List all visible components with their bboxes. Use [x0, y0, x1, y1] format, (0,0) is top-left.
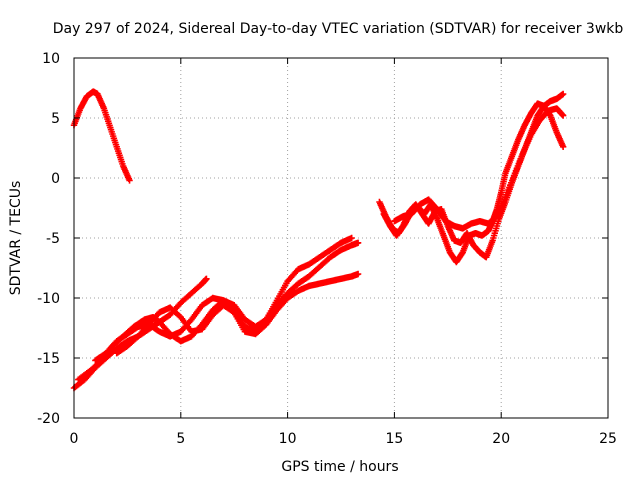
data-point-marker — [354, 270, 362, 278]
data-point-marker — [559, 112, 567, 119]
x-tick-label: 15 — [385, 431, 403, 447]
y-tick-label: 10 — [42, 51, 60, 67]
x-axis-label: GPS time / hours — [281, 459, 398, 475]
x-tick-label: 0 — [70, 431, 79, 447]
y-tick-label: -10 — [37, 291, 60, 307]
y-axis-label: SDTVAR / TECUs — [8, 181, 24, 296]
x-tick-label: 20 — [492, 431, 510, 447]
x-tick-label: 25 — [599, 431, 617, 447]
grid-layer — [74, 58, 608, 418]
data-point-marker — [348, 234, 355, 242]
chart-title: Day 297 of 2024, Sidereal Day-to-day VTE… — [53, 21, 624, 37]
data-point-marker — [126, 177, 133, 184]
data-series — [391, 105, 567, 232]
y-tick-label: 5 — [51, 111, 60, 127]
data-series — [70, 88, 133, 184]
data-point-marker — [559, 143, 567, 150]
data-point-marker — [559, 90, 567, 98]
x-tick-label: 5 — [176, 431, 185, 447]
y-tick-label: -5 — [46, 231, 60, 247]
tick-layer: 0 5 10 15 20 25 -20 -15 -10 -5 0 5 10 — [37, 51, 617, 447]
data-point-marker — [354, 239, 362, 246]
x-tick-label: 10 — [279, 431, 297, 447]
y-tick-label: -15 — [37, 351, 60, 367]
data-point-marker — [203, 275, 210, 282]
y-tick-label: -20 — [37, 411, 60, 427]
y-tick-label: 0 — [51, 171, 60, 187]
data-layer — [70, 88, 567, 392]
data-series — [113, 270, 362, 357]
